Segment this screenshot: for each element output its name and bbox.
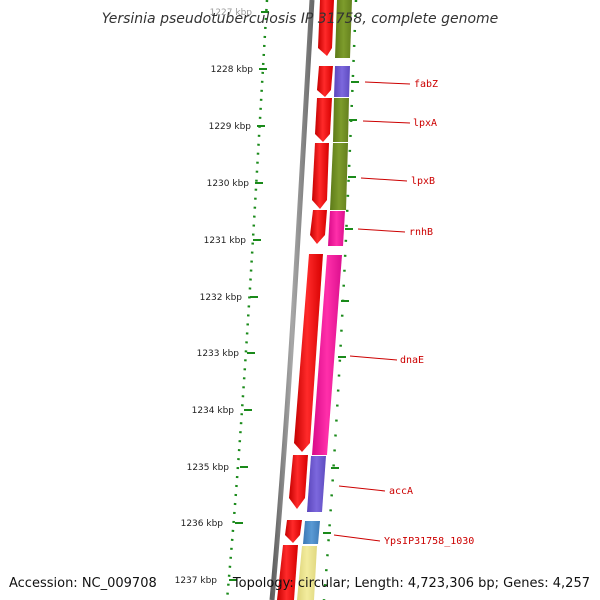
scale-label: 1229 kbp [209, 122, 252, 132]
cds-track [277, 0, 334, 600]
scale-label: 1230 kbp [207, 179, 250, 189]
cds-arrow [312, 143, 329, 209]
gene-label-lpxB[interactable]: lpxB [411, 176, 435, 187]
cds-arrow [317, 66, 333, 97]
scale-label: 1231 kbp [204, 236, 247, 246]
right-ring-ticks [323, 81, 359, 534]
cds-arrow [318, 0, 334, 56]
gene-label-YpsIP31758_1030[interactable]: YpsIP31758_1030 [384, 536, 474, 547]
cog-block-olive [335, 0, 352, 58]
cog-block-purple [307, 456, 326, 512]
scale-label: 1237 kbp [175, 576, 218, 586]
cog-block-magenta [328, 211, 345, 246]
cds-arrow [285, 520, 302, 543]
leader-line [349, 355, 398, 361]
gene-label-fabZ[interactable]: fabZ [414, 79, 438, 90]
cog-block-blue [303, 521, 320, 544]
accession-text: Accession: NC_009708 [9, 576, 157, 591]
scale-label: 1236 kbp [181, 519, 224, 529]
genome-backbone [269, 0, 315, 600]
cds-arrow [310, 210, 327, 244]
scale-label: 1227 kbp [210, 8, 253, 18]
scale-label: 1235 kbp [187, 463, 230, 473]
leader-line [362, 120, 411, 124]
leader-line [364, 81, 411, 85]
gene-labels: fabZ lpxA lpxB rnhB dnaE accA YpsIP31758… [384, 79, 474, 547]
gene-label-accA[interactable]: accA [389, 486, 413, 497]
gene-label-leaders [333, 81, 411, 542]
cog-block-olive [333, 98, 349, 142]
cds-arrow [289, 455, 308, 509]
scale-label: 1233 kbp [197, 349, 240, 359]
cog-block-purple [334, 66, 350, 97]
scale-label: 1234 kbp [192, 406, 235, 416]
cog-block-olive [330, 143, 348, 210]
scale-tick-labels: 1227 kbp 1228 kbp 1229 kbp 1230 kbp 1231… [175, 8, 254, 586]
cds-arrow [294, 254, 323, 452]
cog-block-magenta [312, 255, 342, 455]
genome-summary-text: Topology: circular; Length: 4,723,306 bp… [232, 576, 590, 591]
scale-label: 1232 kbp [200, 293, 243, 303]
scale-label: 1228 kbp [211, 65, 254, 75]
gene-label-lpxA[interactable]: lpxA [413, 118, 437, 129]
cog-block-yellow [297, 546, 317, 600]
gene-label-rnhB[interactable]: rnhB [409, 227, 433, 238]
cds-arrow [277, 545, 298, 600]
scale-tick-marks [229, 11, 269, 581]
map-title: Yersinia pseudotuberculosis IP 31758, co… [102, 11, 499, 27]
leader-line [333, 534, 381, 542]
cds-arrow [315, 98, 332, 142]
leader-line [338, 485, 386, 492]
gene-label-dnaE[interactable]: dnaE [400, 355, 424, 366]
leader-line [357, 228, 406, 233]
cog-track [297, 0, 352, 600]
leader-line [360, 177, 408, 182]
